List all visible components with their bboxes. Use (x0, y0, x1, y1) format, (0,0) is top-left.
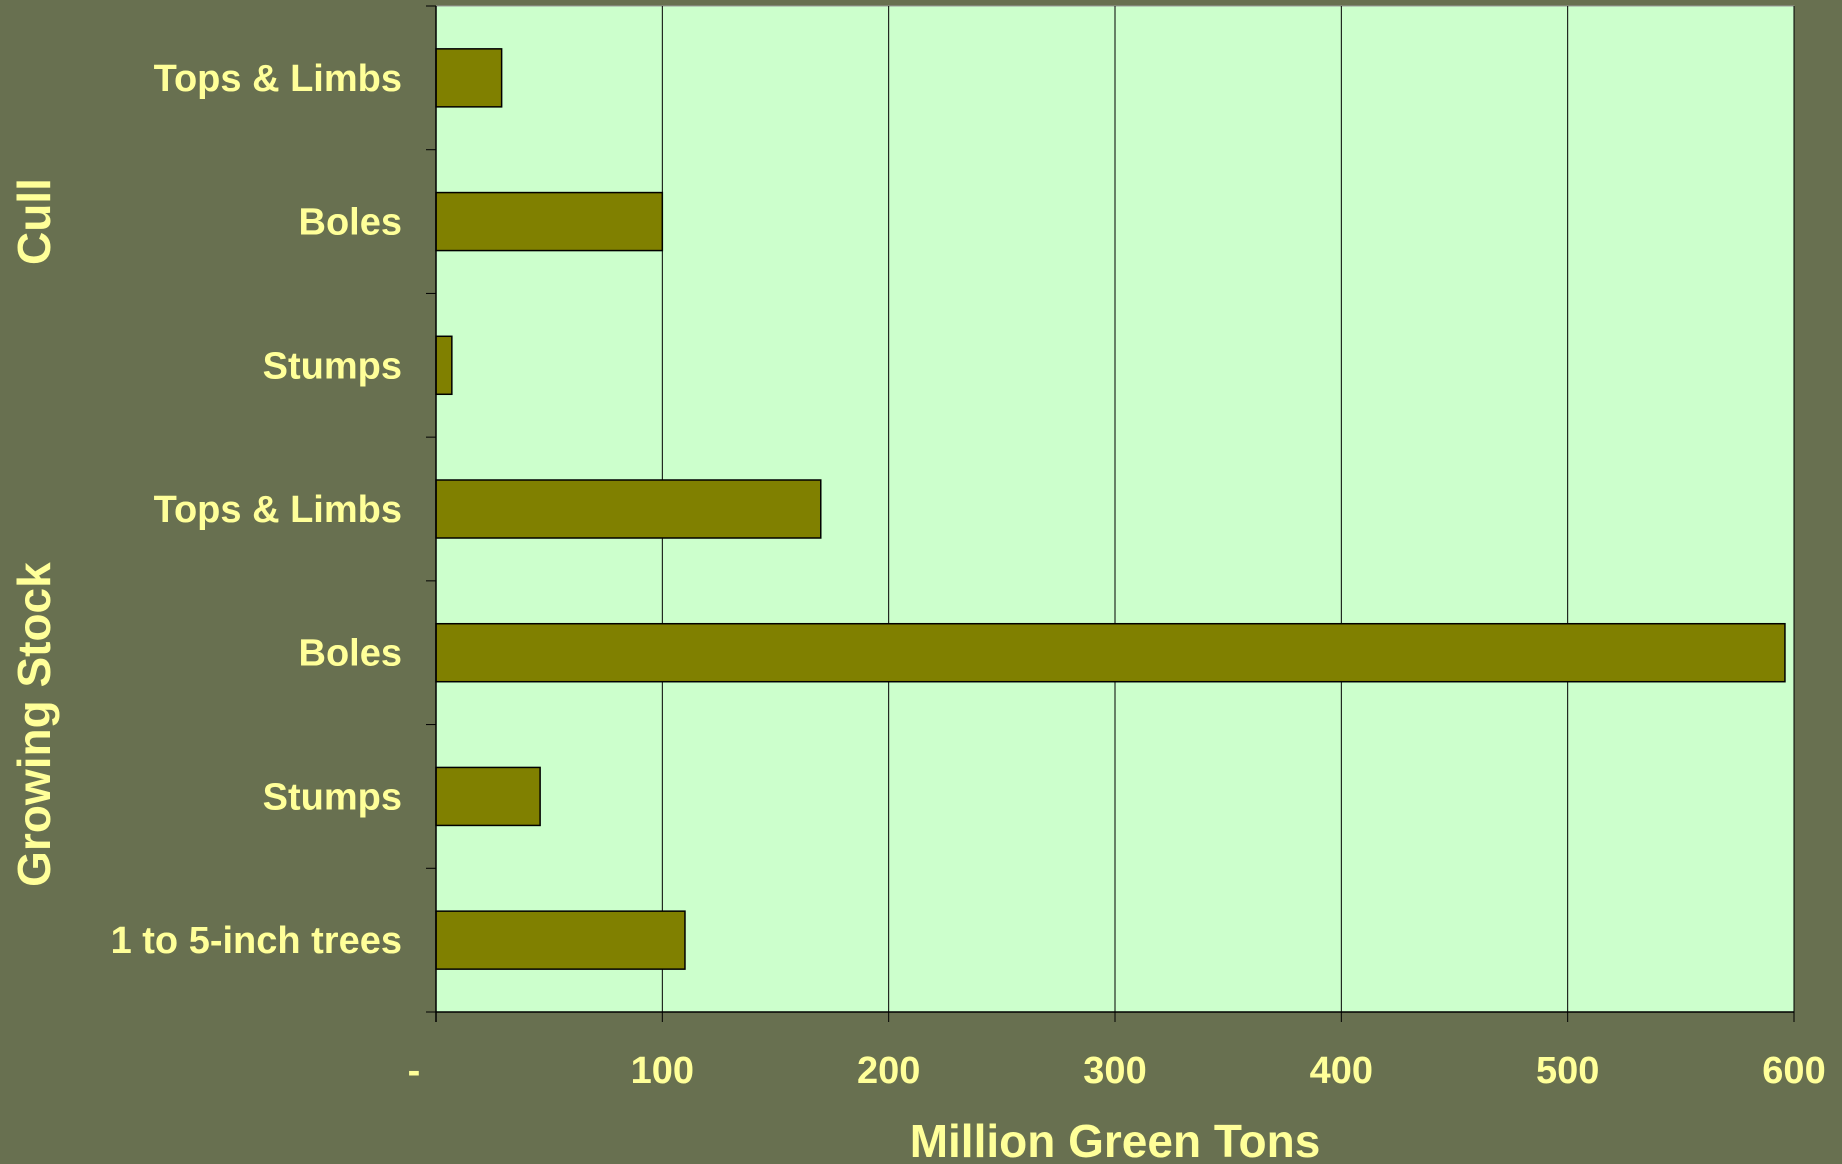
x-axis-title: Million Green Tons (910, 1115, 1321, 1164)
bar (435, 910, 686, 970)
bar (435, 191, 664, 252)
x-tick-label: 100 (631, 1050, 694, 1092)
bar (435, 479, 822, 539)
category-label: Stumps (263, 776, 402, 818)
category-label: Tops & Limbs (154, 58, 402, 100)
bar (435, 335, 453, 396)
bar (435, 766, 541, 827)
group-label: Growing Stock (8, 562, 60, 887)
bar (435, 622, 1786, 683)
x-tick-label: - (408, 1050, 421, 1092)
x-tick-label: 500 (1536, 1050, 1599, 1092)
category-label: Boles (299, 633, 402, 675)
group-label: Cull (8, 178, 60, 265)
category-label: Boles (299, 202, 402, 244)
category-label: Stumps (263, 345, 402, 387)
bar (435, 48, 503, 108)
category-label: 1 to 5-inch trees (111, 920, 402, 962)
x-tick-label: 600 (1762, 1050, 1825, 1092)
x-tick-label: 400 (1310, 1050, 1373, 1092)
x-tick-label: 200 (857, 1050, 920, 1092)
x-tick-label: 300 (1083, 1050, 1146, 1092)
category-label: Tops & Limbs (154, 489, 402, 531)
